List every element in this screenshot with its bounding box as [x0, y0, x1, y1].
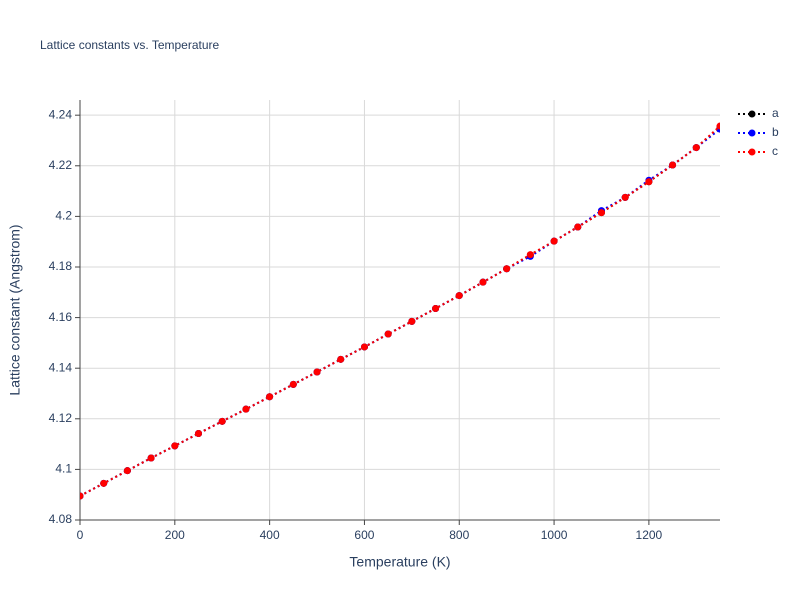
y-tick-label: 4.14: [49, 360, 73, 374]
y-tick-label: 4.2: [55, 209, 72, 223]
data-point: [621, 193, 629, 201]
data-point: [669, 161, 677, 169]
data-point: [597, 209, 605, 217]
data-point: [526, 251, 534, 259]
legend-marker: [748, 110, 756, 118]
data-point: [455, 292, 463, 300]
series-line: [80, 125, 720, 497]
data-point: [147, 454, 155, 462]
y-tick-label: 4.16: [49, 310, 73, 324]
y-tick-label: 4.1: [55, 462, 72, 476]
legend-marker: [748, 148, 756, 156]
series-line: [80, 128, 720, 497]
data-point: [266, 393, 274, 401]
x-tick-label: 200: [165, 528, 185, 542]
x-tick-label: 800: [449, 528, 469, 542]
chart-title: Lattice constants vs. Temperature: [40, 38, 220, 52]
y-tick-label: 4.08: [49, 512, 73, 526]
data-point: [503, 265, 511, 273]
data-point: [360, 343, 368, 351]
y-tick-label: 4.12: [49, 411, 73, 425]
x-tick-label: 0: [77, 528, 84, 542]
data-point: [479, 278, 487, 286]
data-point: [550, 237, 558, 245]
legend-label: c: [772, 144, 778, 158]
data-point: [384, 330, 392, 338]
data-point: [289, 380, 297, 388]
data-point: [80, 492, 84, 500]
data-point: [123, 467, 131, 475]
data-point: [692, 144, 700, 152]
data-point: [171, 442, 179, 450]
data-point: [432, 304, 440, 312]
y-tick-label: 4.24: [49, 107, 73, 121]
data-point: [574, 223, 582, 231]
y-tick-label: 4.18: [49, 259, 73, 273]
series-line: [80, 126, 720, 497]
data-point: [218, 417, 226, 425]
data-point: [100, 479, 108, 487]
data-point: [242, 405, 250, 413]
y-tick-label: 4.22: [49, 158, 73, 172]
x-tick-label: 600: [354, 528, 374, 542]
x-axis-title: Temperature (K): [349, 554, 450, 570]
legend-label: a: [772, 106, 779, 120]
data-point: [716, 122, 720, 130]
data-point: [337, 355, 345, 363]
data-point: [645, 178, 653, 186]
x-tick-label: 1000: [541, 528, 568, 542]
legend-marker: [748, 129, 756, 137]
data-point: [313, 368, 321, 376]
legend-label: b: [772, 125, 779, 139]
data-point: [195, 429, 203, 437]
x-tick-label: 400: [260, 528, 280, 542]
y-axis-title: Lattice constant (Angstrom): [7, 224, 23, 395]
x-tick-label: 1200: [636, 528, 663, 542]
data-point: [408, 317, 416, 325]
plot-area: [80, 122, 720, 500]
